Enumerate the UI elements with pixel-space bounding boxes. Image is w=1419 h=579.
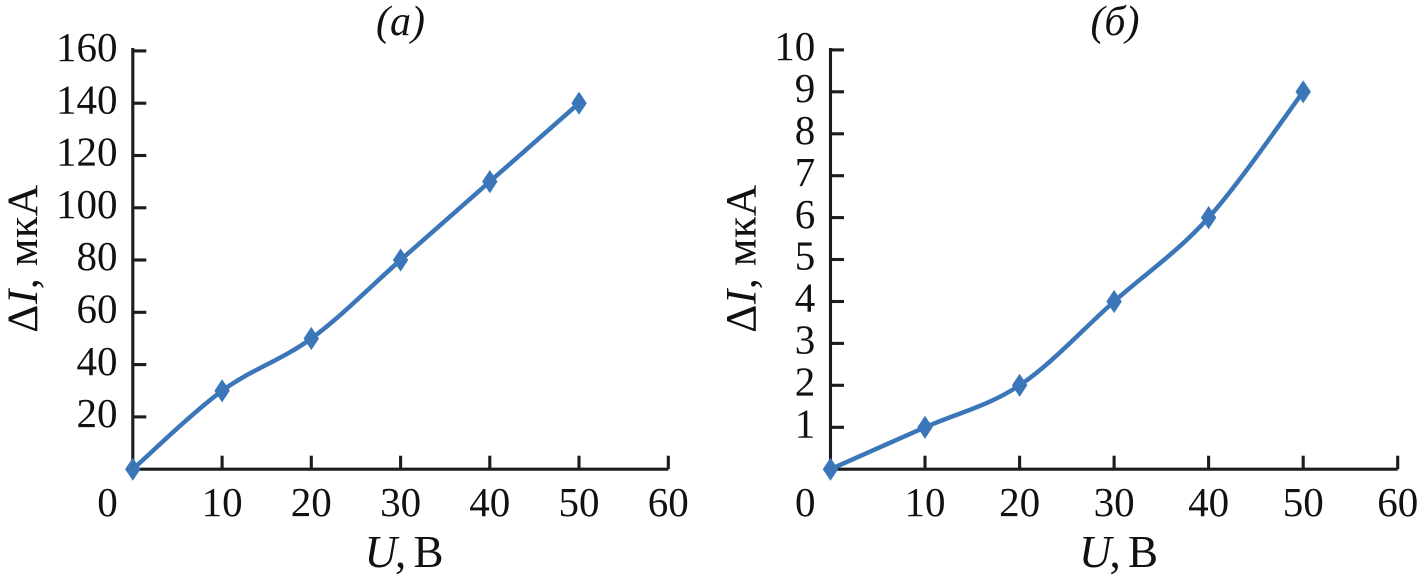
- svg-text:40: 40: [1188, 479, 1229, 525]
- svg-text:50: 50: [559, 479, 600, 525]
- svg-text:30: 30: [380, 479, 421, 525]
- svg-text:10: 10: [905, 479, 946, 525]
- svg-text:ΔI, мкА: ΔI, мкА: [0, 184, 47, 333]
- svg-text:(б): (б): [1090, 0, 1139, 45]
- svg-text:U, В: U, В: [1079, 527, 1156, 577]
- svg-text:1: 1: [795, 401, 816, 447]
- svg-text:80: 80: [77, 233, 118, 279]
- svg-text:160: 160: [56, 24, 118, 70]
- svg-text:20: 20: [77, 390, 118, 436]
- svg-text:5: 5: [795, 233, 816, 279]
- svg-text:40: 40: [77, 338, 118, 384]
- svg-text:100: 100: [56, 181, 118, 227]
- svg-text:20: 20: [999, 479, 1040, 525]
- svg-text:20: 20: [291, 479, 332, 525]
- svg-text:(a): (a): [376, 0, 425, 45]
- svg-text:0: 0: [795, 479, 816, 525]
- svg-text:8: 8: [795, 107, 816, 153]
- svg-text:60: 60: [77, 286, 118, 332]
- svg-text:9: 9: [795, 65, 816, 111]
- svg-text:140: 140: [56, 76, 118, 122]
- svg-text:10: 10: [202, 479, 243, 525]
- svg-text:7: 7: [795, 149, 816, 195]
- svg-text:60: 60: [648, 479, 689, 525]
- svg-text:30: 30: [1094, 479, 1135, 525]
- svg-text:6: 6: [795, 191, 816, 237]
- svg-text:50: 50: [1283, 479, 1324, 525]
- svg-text:2: 2: [795, 359, 816, 405]
- svg-text:3: 3: [795, 317, 816, 363]
- svg-text:U, В: U, В: [364, 527, 441, 577]
- svg-text:4: 4: [795, 275, 816, 321]
- svg-text:10: 10: [774, 23, 815, 69]
- svg-text:ΔI, мкА: ΔI, мкА: [718, 184, 766, 333]
- svg-text:0: 0: [97, 479, 118, 525]
- svg-text:40: 40: [469, 479, 510, 525]
- svg-text:60: 60: [1377, 479, 1418, 525]
- svg-text:120: 120: [56, 129, 118, 175]
